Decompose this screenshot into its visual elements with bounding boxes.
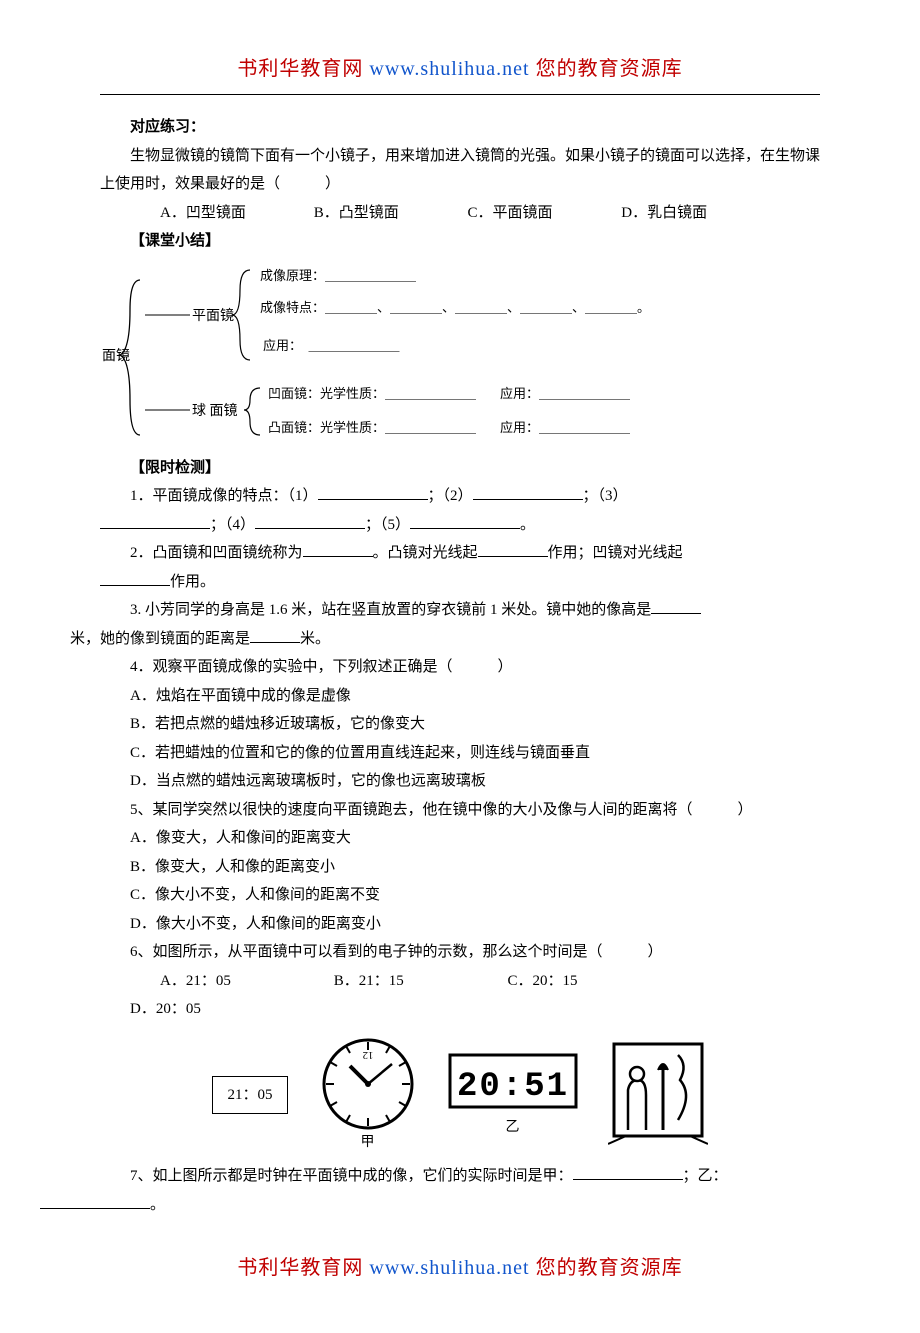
q5B: B．像变大，人和像的距离变小	[100, 853, 820, 882]
header-url: www.shulihua.net	[363, 58, 535, 80]
digital-label: 乙	[448, 1115, 578, 1142]
footer-brand-after: 您的教育资源库	[536, 1257, 683, 1279]
q1-blank3	[100, 513, 210, 529]
q3: 3. 小芳同学的身高是 1.6 米，站在竖直放置的穿衣镜前 1 米处。镜中她的像…	[100, 596, 820, 653]
opt-C: C．平面镜面	[438, 199, 588, 228]
header-brand-before: 书利华教育网	[237, 58, 363, 80]
q5C: C．像大小不变，人和像间的距离不变	[100, 881, 820, 910]
footer-brand-before: 书利华教育网	[237, 1257, 363, 1279]
page-footer: 书利华教育网 www.shulihua.net 您的教育资源库	[100, 1249, 820, 1287]
page-header: 书利华教育网 www.shulihua.net 您的教育资源库	[100, 50, 820, 88]
q7-a: 7、如上图所示都是时钟在平面镜中成的像，它们的实际时间是甲：	[130, 1168, 573, 1184]
q6: 6、如图所示，从平面镜中可以看到的电子钟的示数，那么这个时间是（ ）	[100, 938, 820, 967]
q1-blank5	[410, 513, 520, 529]
opt-A: A．凹型镜面	[130, 199, 280, 228]
q3-b: 米，她的像到镜面的距离是	[70, 631, 250, 647]
q2-b: 。凸镜对光线起	[373, 545, 478, 561]
clock-center	[365, 1081, 371, 1087]
diag-branch2: 球 面镜	[192, 403, 238, 419]
q1-blank2	[473, 484, 583, 500]
opt-D: D．乳白镜面	[591, 199, 741, 228]
q7-c: 。	[150, 1197, 165, 1213]
q4B: B．若把点燃的蜡烛移近玻璃板，它的像变大	[100, 710, 820, 739]
brace-plane	[232, 270, 250, 360]
q7-b: ；乙：	[683, 1168, 728, 1184]
figure-row: 21：05	[100, 1034, 820, 1157]
sketch-svg	[608, 1040, 708, 1150]
footer-url: www.shulihua.net	[363, 1257, 535, 1279]
content: 对应练习： 生物显微镜的镜筒下面有一个小镜子，用来增加进入镜筒的光强。如果小镜子…	[100, 113, 820, 1219]
brace-sphere	[244, 388, 260, 435]
q1-a: 1．平面镜成像的特点：（1）	[130, 488, 318, 504]
q2-c: 作用；凹镜对光线起	[548, 545, 683, 561]
digital-clock-svg: 20:51	[448, 1049, 578, 1119]
q6D: D．20：05	[100, 995, 270, 1024]
clock-12-mirrored: 12	[362, 1049, 373, 1061]
q3-c: 米。	[300, 631, 330, 647]
q1-b: ；（2）	[428, 488, 473, 504]
test-title: 【限时检测】	[100, 454, 820, 483]
q4D: D．当点燃的蜡烛远离玻璃板时，它的像也远离玻璃板	[100, 767, 820, 796]
practice-title: 对应练习：	[100, 113, 820, 142]
bracket-diagram-svg: 面镜 平面镜 成像原理：＿＿＿＿＿＿＿ 成像特点：＿＿＿＿、＿＿＿＿、＿＿＿＿、…	[100, 260, 720, 450]
digital-clock: 20:51 乙	[448, 1049, 578, 1142]
q1-f: 。	[520, 517, 535, 533]
q2: 2．凸面镜和凹面镜统称为 。凸镜对光线起 作用；凹镜对光线起作用。	[100, 539, 820, 596]
practice-question: 生物显微镜的镜筒下面有一个小镜子，用来增加进入镜筒的光强。如果小镜子的镜面可以选…	[100, 142, 820, 199]
header-brand-after: 您的教育资源库	[536, 58, 683, 80]
analog-clock-svg: 12	[318, 1034, 418, 1134]
q2-blank3	[100, 570, 170, 586]
diag-s-b-app: 应用：＿＿＿＿＿＿＿	[500, 420, 630, 435]
diag-branch1: 平面镜	[192, 308, 234, 324]
q7-blank2	[40, 1193, 150, 1209]
brace-root	[120, 280, 140, 435]
practice-options: A．凹型镜面 B．凸型镜面 C．平面镜面 D．乳白镜面	[100, 199, 820, 228]
diag-p-b: 成像特点：＿＿＿＿、＿＿＿＿、＿＿＿＿、＿＿＿＿、＿＿＿＿。	[260, 300, 650, 315]
diag-s-a-app: 应用：＿＿＿＿＿＿＿	[500, 386, 630, 401]
diag-p-c: 应用： ＿＿＿＿＿＿＿	[263, 338, 400, 353]
diag-p-a: 成像原理：＿＿＿＿＿＿＿	[260, 268, 416, 283]
q3-blank1	[651, 598, 701, 614]
q1-d: ；（4）	[210, 517, 255, 533]
summary-title: 【课堂小结】	[100, 227, 820, 256]
header-divider	[100, 94, 820, 95]
summary-diagram: 面镜 平面镜 成像原理：＿＿＿＿＿＿＿ 成像特点：＿＿＿＿、＿＿＿＿、＿＿＿＿、…	[100, 260, 820, 450]
q6C: C．20：15	[478, 967, 648, 996]
q6A: A．21：05	[130, 967, 300, 996]
opt-B: B．凸型镜面	[284, 199, 434, 228]
q7-blank1	[573, 1164, 683, 1180]
diag-s-b: 凸面镜：光学性质：＿＿＿＿＿＿＿	[268, 420, 476, 435]
q5: 5、某同学突然以很快的速度向平面镜跑去，他在镜中像的大小及像与人间的距离将（ ）	[100, 796, 820, 825]
q3-blank2	[250, 627, 300, 643]
q2-d: 作用。	[170, 574, 215, 590]
q4: 4．观察平面镜成像的实验中，下列叙述正确是（ ）	[100, 653, 820, 682]
diag-s-a: 凹面镜：光学性质：＿＿＿＿＿＿＿	[268, 386, 476, 401]
q1-c: ；（3）	[583, 488, 628, 504]
q5A: A．像变大，人和像间的距离变大	[100, 824, 820, 853]
q2-blank2	[478, 541, 548, 557]
q2-blank1	[303, 541, 373, 557]
q6B: B．21：15	[304, 967, 474, 996]
sketch-head	[630, 1067, 644, 1081]
q4A: A．烛焰在平面镜中成的像是虚像	[100, 682, 820, 711]
time-box: 21：05	[212, 1076, 287, 1115]
digital-text: 20:51	[456, 1068, 568, 1106]
q1-blank4	[255, 513, 365, 529]
q5D: D．像大小不变，人和像间的距离变小	[100, 910, 820, 939]
q2-a: 2．凸面镜和凹面镜统称为	[130, 545, 303, 561]
q3-a: 3. 小芳同学的身高是 1.6 米，站在竖直放置的穿衣镜前 1 米处。镜中她的像…	[130, 602, 651, 618]
sketch-figure	[608, 1040, 708, 1150]
q7: 7、如上图所示都是时钟在平面镜中成的像，它们的实际时间是甲： ；乙： 。	[100, 1162, 820, 1219]
q4C: C．若把蜡烛的位置和它的像的位置用直线连起来，则连线与镜面垂直	[100, 739, 820, 768]
q6-options: A．21：05 B．21：15 C．20：15 D．20：05	[100, 967, 820, 1024]
page-container: 书利华教育网 www.shulihua.net 您的教育资源库 对应练习： 生物…	[0, 0, 920, 1333]
q1: 1．平面镜成像的特点：（1） ；（2） ；（3） ；（4） ；（5） 。	[100, 482, 820, 539]
clock-label: 甲	[318, 1130, 418, 1157]
analog-clock: 12 甲	[318, 1034, 418, 1157]
q1-e: ；（5）	[365, 517, 410, 533]
q1-blank1	[318, 484, 428, 500]
